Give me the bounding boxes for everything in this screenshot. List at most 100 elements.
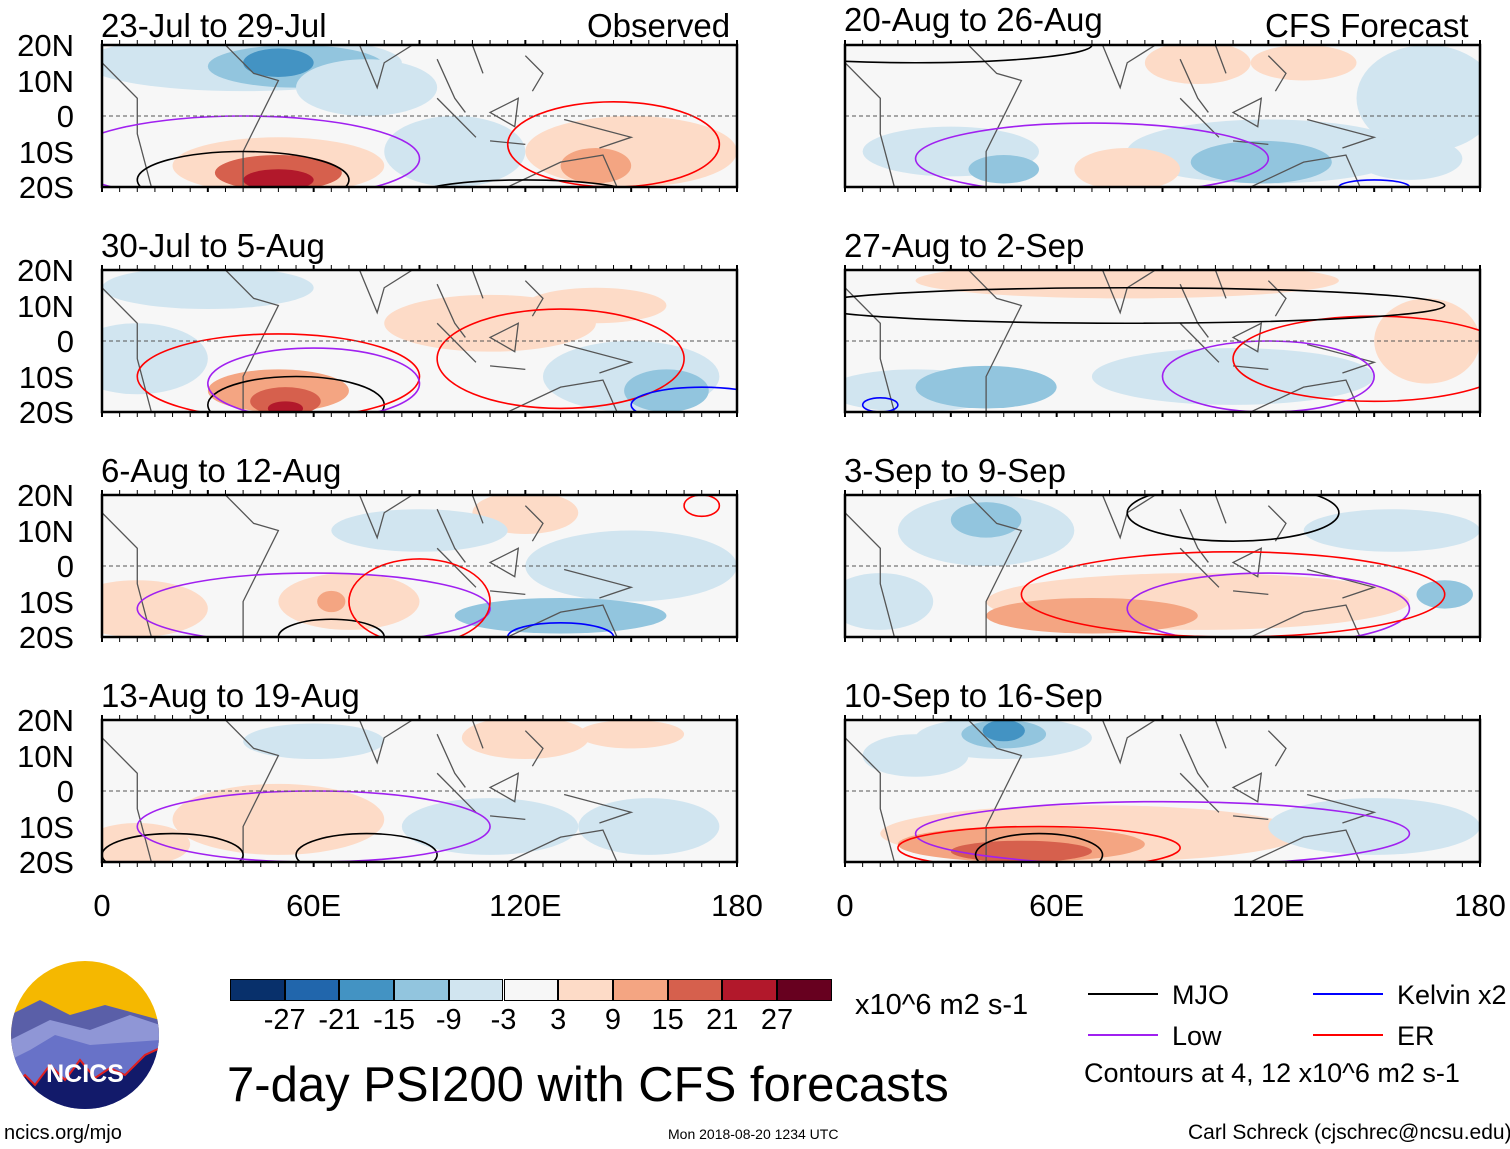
wave-contour: [1126, 572, 1411, 637]
colorbar-swatch: [284, 979, 340, 1001]
contour-note: Contours at 4, 12 x10^6 m2 s-1: [1084, 1058, 1460, 1088]
x-tick-label: 120E: [1232, 888, 1305, 923]
psi-anomaly-region: [454, 597, 667, 634]
y-tick-label: 0: [56, 324, 74, 359]
x-tick-label: 0: [93, 888, 111, 923]
colorbar-units: x10^6 m2 s-1: [855, 989, 1029, 1021]
wave-contour: [136, 572, 491, 637]
legend-line: [1088, 1034, 1158, 1036]
x-tick-label: 0: [836, 888, 854, 923]
colorbar-swatch: [503, 979, 559, 1001]
psi-anomaly-region: [560, 147, 632, 184]
website-link[interactable]: ncics.org/mjo: [4, 1122, 122, 1144]
x-tick-label: 180: [711, 888, 763, 923]
psi-anomaly-region: [525, 116, 737, 187]
colorbar-swatch: [339, 979, 395, 1001]
map-panel: [100, 715, 739, 867]
psi-anomaly-region: [525, 287, 667, 324]
y-tick-label: 20N: [17, 253, 74, 288]
observed-header: Observed: [587, 7, 731, 44]
y-tick-label: 10N: [17, 513, 74, 549]
map-panel: [843, 715, 1482, 867]
psi-anomaly-region: [296, 59, 438, 116]
colorbar-label: -27: [263, 1004, 306, 1036]
psi-anomaly-region: [102, 270, 314, 310]
psi-anomaly-region: [578, 798, 720, 855]
psi-anomaly-region: [1144, 45, 1251, 85]
y-tick-label: 20N: [17, 478, 74, 513]
psi-anomaly-region: [968, 155, 1040, 184]
psi-anomaly-region: [250, 387, 321, 412]
panel-title: 20-Aug to 26-Aug: [844, 1, 1103, 38]
psi-anomaly-region: [1303, 509, 1480, 552]
y-tick-label: 20S: [18, 395, 74, 430]
psi-anomaly-region: [624, 369, 709, 412]
psi-anomaly-region: [578, 720, 685, 749]
psi-anomaly-region: [317, 590, 346, 613]
forecast-header: CFS Forecast: [1265, 7, 1469, 44]
y-tick-label: 10N: [17, 738, 74, 774]
map-panel: [843, 265, 1482, 417]
wave-contour: [1126, 495, 1340, 542]
legend-line: [1088, 993, 1158, 995]
y-tick-label: 0: [56, 549, 74, 584]
wave-contour: [506, 622, 615, 637]
psi-anomaly-region: [1356, 137, 1463, 180]
x-tick-label: 60E: [286, 888, 342, 923]
colorbar-swatch: [777, 979, 832, 1001]
colorbar-label: 21: [706, 1004, 739, 1036]
psi-anomaly-region: [982, 720, 1025, 742]
panel-title: 13-Aug to 19-Aug: [101, 677, 360, 714]
psi-anomaly-region: [1250, 45, 1357, 81]
wave-contour: [897, 825, 1181, 862]
wave-contour: [914, 122, 1270, 187]
legend-line: [1313, 993, 1383, 995]
y-tick-label: 10N: [17, 63, 74, 99]
y-tick-label: 20N: [17, 703, 74, 738]
y-tick-label: 10S: [18, 584, 74, 620]
x-tick-label: 180: [1454, 888, 1506, 923]
wave-contour: [207, 347, 421, 412]
wave-contour: [436, 308, 685, 410]
psi-anomaly-region: [862, 734, 969, 777]
y-tick-label: 10S: [18, 809, 74, 845]
psi-anomaly-region: [243, 48, 314, 77]
x-tick-label: 120E: [489, 888, 562, 923]
legend-line: [1313, 1034, 1383, 1036]
colorbar-label: 3: [550, 1004, 567, 1036]
wave-contour: [683, 495, 721, 518]
legend-label: Low: [1172, 1021, 1222, 1051]
wave-contour: [102, 832, 244, 862]
psi-anomaly-region: [243, 169, 314, 187]
map-panel: [100, 40, 739, 192]
wave-contour: [277, 618, 386, 637]
colorbar-label: -15: [373, 1004, 416, 1036]
wave-contour: [430, 179, 621, 187]
panel-title: 10-Sep to 16-Sep: [844, 677, 1103, 714]
y-tick-label: 0: [56, 774, 74, 809]
colorbar-label: 15: [651, 1004, 684, 1036]
y-tick-label: 20S: [18, 845, 74, 880]
panel-title: 23-Jul to 29-Jul: [101, 7, 327, 44]
colorbar-label: 9: [604, 1004, 621, 1036]
psi-anomaly-region: [461, 720, 589, 760]
psi-anomaly-region: [915, 270, 1339, 299]
wave-contour: [845, 45, 1093, 64]
map-panel: [843, 490, 1482, 642]
psi-anomaly-region: [1190, 140, 1332, 184]
map-panel: [100, 265, 739, 417]
colorbar-swatch: [230, 979, 285, 1001]
wave-contour: [136, 150, 350, 187]
wave-contour: [136, 333, 421, 412]
author-credit: Carl Schreck (cjschrec@ncsu.edu): [1188, 1121, 1510, 1144]
colorbar-label: 27: [760, 1004, 794, 1036]
colorbar-label: -9: [435, 1004, 462, 1036]
timestamp: Mon 2018-08-20 1234 UTC: [668, 1126, 839, 1142]
psi-anomaly-region: [525, 530, 737, 602]
psi-anomaly-region: [172, 783, 385, 855]
panel-title: 3-Sep to 9-Sep: [844, 452, 1066, 489]
psi-anomaly-region: [384, 116, 526, 187]
psi-anomaly-region: [267, 401, 304, 412]
psi-anomaly-region: [950, 502, 1022, 538]
wave-contour: [845, 286, 1446, 325]
